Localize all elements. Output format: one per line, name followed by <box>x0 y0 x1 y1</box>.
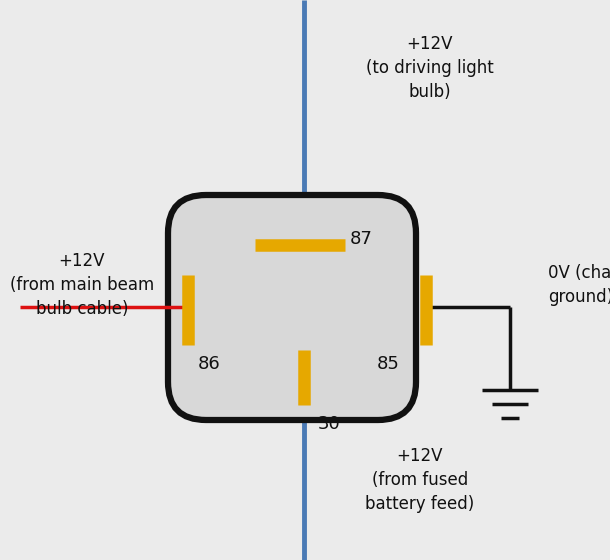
FancyBboxPatch shape <box>168 195 416 420</box>
Text: 30: 30 <box>318 415 341 433</box>
Text: 0V (chassis
ground): 0V (chassis ground) <box>548 264 610 306</box>
Text: 85: 85 <box>377 355 400 373</box>
Text: +12V
(to driving light
bulb): +12V (to driving light bulb) <box>366 35 494 101</box>
Text: 86: 86 <box>198 355 221 373</box>
Text: 87: 87 <box>350 230 373 248</box>
Text: +12V
(from main beam
bulb cable): +12V (from main beam bulb cable) <box>10 251 154 318</box>
Text: +12V
(from fused
battery feed): +12V (from fused battery feed) <box>365 447 475 514</box>
